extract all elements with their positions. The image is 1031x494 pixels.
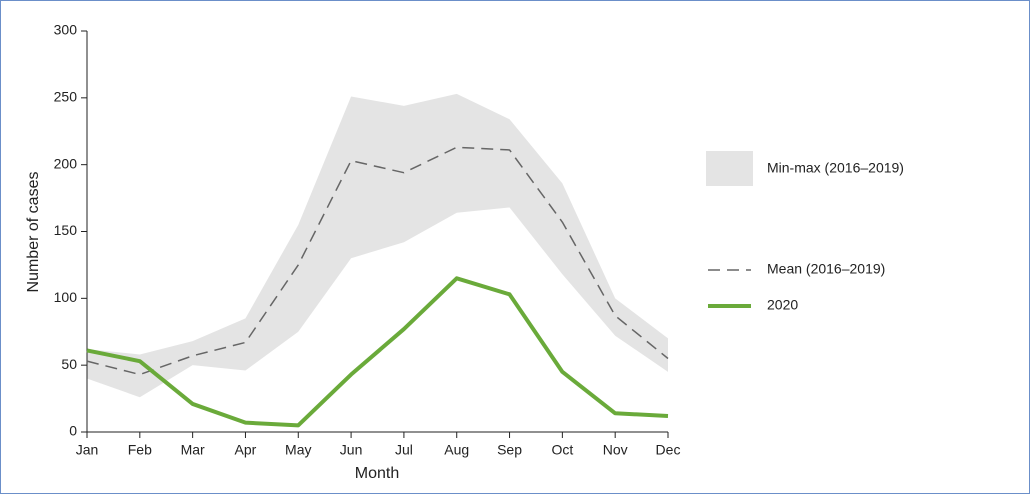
x-tick-label: Nov	[603, 442, 628, 458]
x-tick-label: Dec	[656, 442, 681, 458]
x-tick-label: Jun	[340, 442, 363, 458]
legend-swatch	[706, 151, 753, 186]
x-tick-label: May	[285, 442, 311, 458]
series-line	[86, 146, 669, 376]
y-tick-label: 150	[54, 222, 78, 238]
y-tick-label: 300	[54, 22, 78, 38]
x-axis-label: Month	[355, 465, 399, 482]
x-tick-label: Jul	[395, 442, 413, 458]
x-tick-label: Aug	[444, 442, 469, 458]
x-tick-label: Oct	[551, 442, 573, 458]
y-tick-label: 50	[61, 356, 77, 372]
range-band	[87, 93, 668, 398]
x-tick-label: Mar	[181, 442, 205, 458]
series-line	[86, 276, 669, 428]
y-tick-label: 100	[54, 289, 78, 305]
x-tick-label: Jan	[76, 442, 99, 458]
x-tick-label: Feb	[128, 442, 152, 458]
y-axis-label: Number of cases	[25, 172, 42, 293]
legend-label: 2020	[767, 297, 798, 313]
y-tick-label: 0	[69, 423, 77, 439]
legend-label: Min-max (2016–2019)	[767, 160, 904, 176]
x-tick-label: Sep	[497, 442, 522, 458]
y-tick-label: 250	[54, 89, 78, 105]
y-tick-label: 200	[54, 155, 78, 171]
x-tick-label: Apr	[235, 442, 257, 458]
legend-label: Mean (2016–2019)	[767, 261, 885, 277]
